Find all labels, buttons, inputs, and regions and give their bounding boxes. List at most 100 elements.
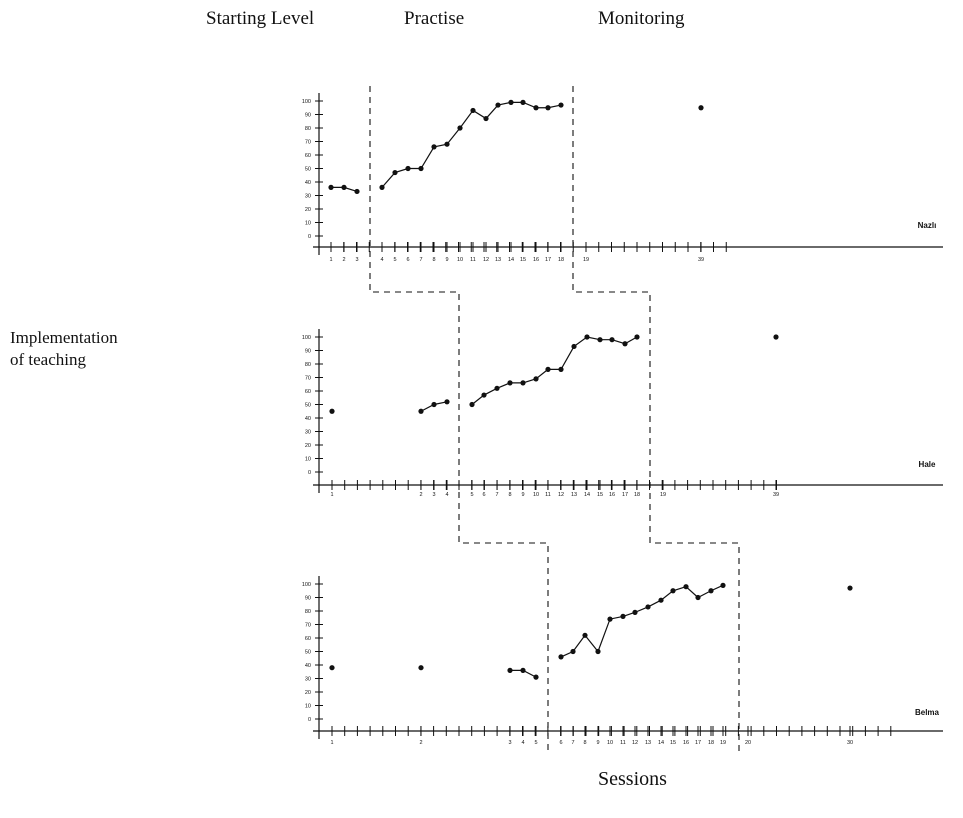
panel-0-x-tick-label: 10 — [457, 257, 463, 263]
panel-2-x-tick-label: 8 — [583, 740, 586, 746]
panel-1-x-tick-label: 18 — [634, 492, 640, 498]
panel-0-x-tick-label: 6 — [406, 257, 409, 263]
panel-2-x-tick-label: 13 — [645, 740, 651, 746]
panel-0-y-tick-label: 30 — [305, 194, 311, 200]
panel-2-y-tick-label: 90 — [305, 596, 311, 602]
panel-1-data-point — [634, 334, 640, 340]
panel-2-x-tick-label: 2 — [419, 740, 422, 746]
panel-0-x-tick-label: 13 — [495, 257, 501, 263]
panel-1-x-tick-label: 16 — [609, 492, 615, 498]
panel-0-x-tick-label: 16 — [533, 257, 539, 263]
panel-0-x-tick-label: 3 — [355, 257, 358, 263]
panel-0-data-point — [405, 165, 411, 172]
panel-2-y-tick-label: 20 — [305, 690, 311, 696]
panel-2-data-point — [558, 654, 564, 660]
panel-0-y-tick-label: 0 — [308, 234, 311, 240]
panel-2-data-point — [632, 609, 638, 615]
panel-1-x-tick-label: 4 — [445, 492, 448, 498]
panel-2-x-tick-label: 3 — [508, 740, 511, 746]
panel-0-data-point — [431, 144, 437, 150]
panel-1-data-point — [533, 376, 539, 382]
panel-2-x-tick-label: 19 — [720, 740, 726, 746]
panel-0-y-tick-label: 60 — [305, 153, 311, 159]
implementation-of-teaching-label: Implementation of teaching — [10, 327, 118, 371]
panel-2-x-tick-label: 12 — [632, 740, 638, 746]
panel-0-x-tick-label: 7 — [419, 257, 422, 263]
panel-2-x-tick-label: 4 — [521, 740, 524, 746]
panel-2-y-tick-label: 50 — [305, 650, 311, 656]
panel-1-x-tick-label: 10 — [533, 492, 539, 498]
panel-0-data-point — [698, 105, 704, 111]
panel-2-y-tick-label: 30 — [305, 677, 311, 683]
panel-1-x-tick-label: 11 — [545, 492, 551, 498]
panel-0-x-tick-label: 19 — [583, 257, 589, 263]
panel-0-x-tick-label: 2 — [342, 257, 345, 263]
panel-0-y-tick-label: 90 — [305, 113, 311, 119]
implementation-label-line-1: Implementation — [10, 328, 118, 347]
panel-0-data-point — [483, 115, 489, 122]
panel-0-data-point — [392, 169, 398, 176]
panel-2-y-tick-label: 40 — [305, 663, 311, 669]
panel-2-data-point — [720, 582, 726, 588]
panel-1-x-tick-label: 5 — [470, 492, 473, 498]
panel-0-data-point — [341, 184, 347, 190]
panel-0-x-tick-label: 1 — [329, 257, 332, 263]
panel-1-x-tick-label: 14 — [584, 492, 590, 498]
implementation-label-line-2: of teaching — [10, 350, 86, 369]
panel-1-y-tick-label: 100 — [302, 335, 311, 341]
panel-2-data-point — [595, 648, 601, 655]
panel-0-y-tick-label: 50 — [305, 167, 311, 173]
phase-label-starting-level: Starting Level — [206, 8, 315, 29]
panel-0-data-point — [545, 105, 551, 111]
panel-2-y-tick-label: 70 — [305, 623, 311, 629]
panel-0-x-tick-label: 11 — [470, 257, 476, 263]
panel-1-data-point — [584, 334, 590, 340]
panel-1-data-point — [609, 337, 615, 343]
panel-1-y-tick-label: 10 — [305, 457, 311, 463]
panel-2-x-tick-label: 20 — [745, 740, 751, 746]
phase-line-practise-to-monitoring — [572, 86, 740, 755]
panel-2-data-point — [329, 665, 335, 671]
panel-0-y-tick-label: 100 — [302, 99, 311, 105]
panel-2-x-tick-label: 30 — [847, 740, 853, 746]
panel-2-y-tick-label: 80 — [305, 609, 311, 615]
panel-1-participant-name: Hale — [919, 460, 936, 469]
panel-0-x-tick-label: 39 — [698, 257, 704, 263]
panel-2-x-tick-label: 15 — [670, 740, 676, 746]
panel-1-data-point — [597, 337, 603, 343]
panel-2-data-point — [670, 588, 676, 594]
panel-1-data-point — [507, 380, 513, 386]
panel-1-x-tick-label: 6 — [482, 492, 485, 498]
panel-2-x-tick-label: 14 — [658, 740, 664, 746]
panel-1-data-point — [469, 401, 475, 408]
panel-1-data-point — [571, 343, 577, 350]
panel-1-x-tick-label: 9 — [521, 492, 524, 498]
panel-1-x-tick-label: 39 — [773, 492, 779, 498]
panel-0-data-point — [470, 107, 476, 114]
panel-1-x-tick-label: 2 — [419, 492, 422, 498]
panel-0-data-point — [558, 102, 564, 108]
panel-2-data-point — [570, 648, 576, 655]
x-axis-title-sessions: Sessions — [598, 768, 667, 790]
panel-1-x-tick-label: 7 — [495, 492, 498, 498]
panel-1-data-point — [431, 401, 437, 408]
panel-2-data-point — [847, 585, 853, 591]
panel-1-data-point — [494, 385, 500, 391]
panel-1-data-point — [520, 380, 526, 386]
panel-0-data-point — [457, 125, 463, 131]
panel-1-y-tick-label: 90 — [305, 349, 311, 355]
panel-1-data-point — [481, 392, 487, 398]
panel-0-y-tick-label: 20 — [305, 207, 311, 213]
panel-1-series-line-2 — [471, 336, 638, 405]
panel-1-y-tick-label: 60 — [305, 389, 311, 395]
panel-1-y-tick-label: 50 — [305, 403, 311, 409]
panel-0-data-point — [354, 188, 360, 195]
panel-2-x-tick-label: 6 — [559, 740, 562, 746]
phase-label-practise: Practise — [404, 8, 465, 29]
panel-0-x-tick-label: 14 — [508, 257, 514, 263]
panel-1-x-tick-label: 12 — [558, 492, 564, 498]
panel-2-y-tick-label: 100 — [302, 582, 311, 588]
panel-0-data-point — [520, 99, 526, 105]
panel-2-data-point — [645, 604, 651, 610]
